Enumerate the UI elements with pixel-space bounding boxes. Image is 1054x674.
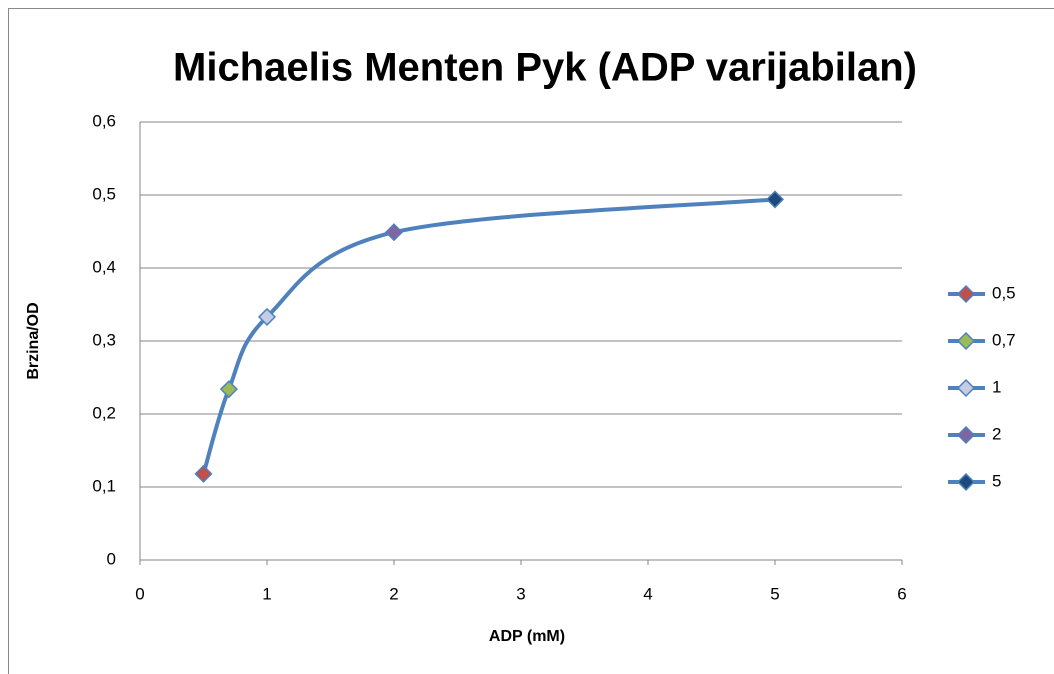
legend-marker	[956, 331, 976, 351]
y-tick-label: 0,6	[92, 111, 116, 130]
x-tick-label: 5	[770, 584, 779, 603]
legend-marker	[956, 378, 976, 398]
marker	[384, 223, 404, 242]
data-line	[201, 197, 776, 475]
y-axis-title: Brzina/OD	[25, 302, 42, 379]
y-tick-label: 0,2	[92, 403, 116, 422]
marker	[194, 464, 213, 483]
legend-label: 5	[992, 471, 1001, 490]
marker	[257, 307, 277, 326]
marker	[219, 380, 238, 399]
y-tick-label: 0,5	[92, 184, 116, 203]
legend-label: 0,7	[992, 330, 1016, 349]
y-tick-label: 0,4	[92, 257, 116, 276]
y-tick-label: 0,1	[92, 476, 116, 495]
x-tick-label: 2	[389, 584, 398, 603]
x-tick-label: 6	[897, 584, 906, 603]
legend-label: 1	[992, 377, 1001, 396]
chart-border	[8, 8, 1054, 674]
legend-label: 2	[992, 424, 1001, 443]
x-tick-label: 4	[643, 584, 652, 603]
y-tick-label: 0	[107, 549, 116, 568]
x-tick-label: 3	[516, 584, 525, 603]
x-tick-label: 0	[135, 584, 144, 603]
marker	[765, 190, 785, 209]
x-axis-title: ADP (mM)	[489, 628, 565, 645]
legend-marker	[956, 425, 976, 445]
x-tick-label: 1	[262, 584, 271, 603]
legend-marker	[956, 472, 976, 492]
chart-title: Michaelis Menten Pyk (ADP varijabilan)	[173, 46, 917, 90]
legend-marker	[956, 284, 976, 304]
legend-label: 0,5	[992, 283, 1016, 302]
y-tick-label: 0,3	[92, 330, 116, 349]
